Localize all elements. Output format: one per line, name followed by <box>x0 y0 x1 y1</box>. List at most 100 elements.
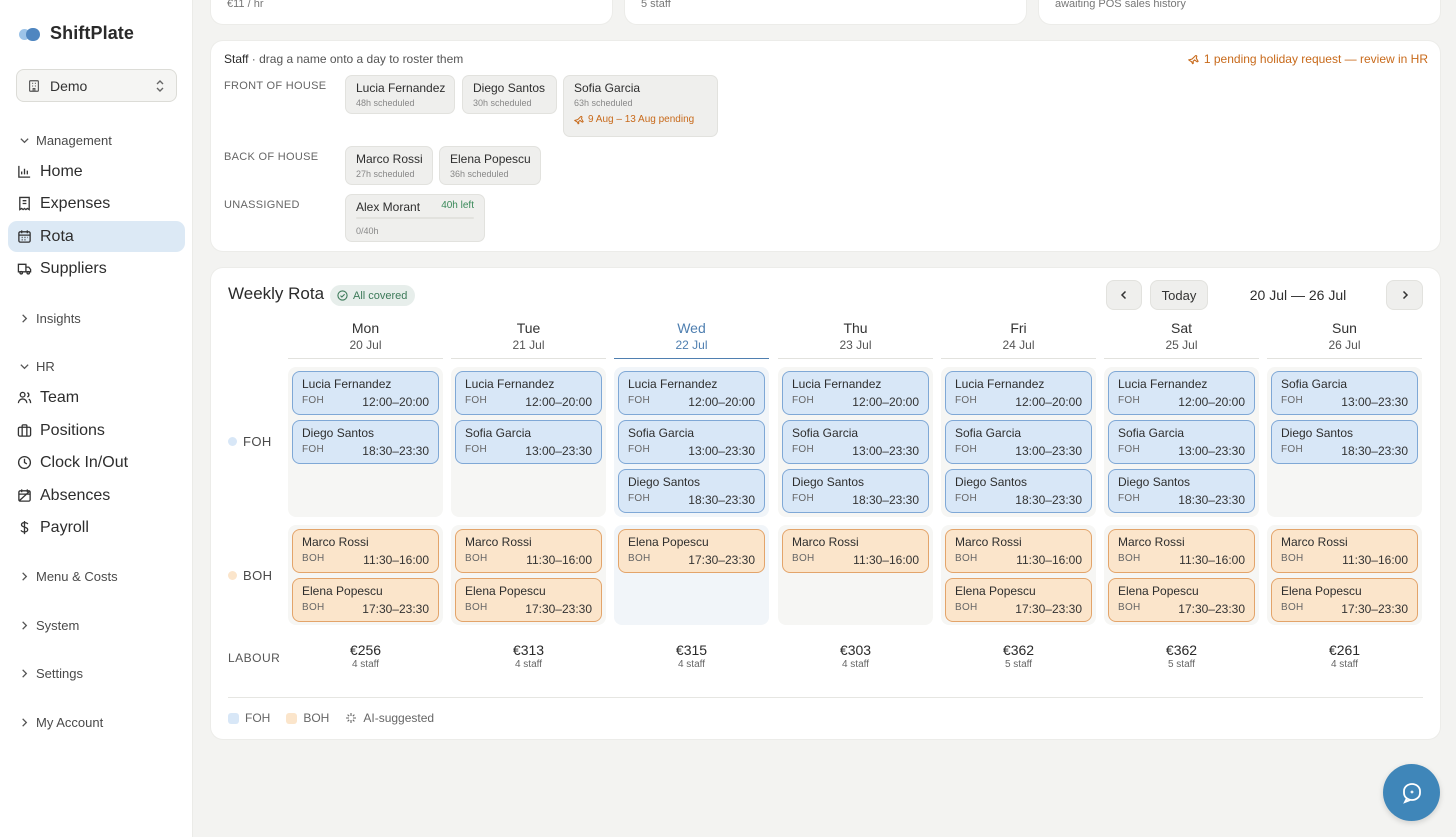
day-header-sat[interactable]: Sat 25 Jul <box>1104 319 1259 359</box>
shift-time: 11:30–16:00 <box>1342 553 1408 567</box>
staff-chip[interactable]: Marco Rossi 27h scheduled <box>345 146 433 185</box>
section-hr[interactable]: HR <box>19 359 55 374</box>
shift-card[interactable]: Diego Santos FOH 18:30–23:30 <box>618 469 765 513</box>
labour-cost-sun: €261 4 staff <box>1267 642 1422 670</box>
section-management[interactable]: Management <box>19 133 112 148</box>
rota-cell-boh-sun[interactable]: Marco Rossi BOH 11:30–16:00 Elena Popescu BO… <box>1267 525 1422 625</box>
shift-card[interactable]: Marco Rossi BOH 11:30–16:00 <box>1108 529 1255 573</box>
shift-time: 18:30–23:30 <box>1015 493 1082 507</box>
shift-time: 18:30–23:30 <box>362 444 429 458</box>
shift-staff-name: Diego Santos <box>1118 475 1191 489</box>
day-name: Wed <box>677 320 706 336</box>
section-system[interactable]: System <box>19 618 79 633</box>
sidebar-item-suppliers[interactable]: Suppliers <box>8 253 185 284</box>
rota-cell-boh-mon[interactable]: Marco Rossi BOH 11:30–16:00 Elena Popescu BO… <box>288 525 443 625</box>
day-header-mon[interactable]: Mon 20 Jul <box>288 319 443 359</box>
shift-card[interactable]: Elena Popescu BOH 17:30–23:30 <box>1271 578 1418 622</box>
day-header-tue[interactable]: Tue 21 Jul <box>451 319 606 359</box>
shift-card[interactable]: Diego Santos FOH 18:30–23:30 <box>945 469 1092 513</box>
sidebar-item-clock-in-out[interactable]: Clock In/Out <box>8 447 185 478</box>
sidebar-item-expenses[interactable]: Expenses <box>8 188 185 219</box>
shift-time: 17:30–23:30 <box>1178 602 1245 616</box>
sidebar-item-positions[interactable]: Positions <box>8 415 185 446</box>
row-label-boh: BOH <box>228 568 272 583</box>
sidebar-item-team[interactable]: Team <box>8 382 185 413</box>
rota-cell-boh-wed[interactable]: Elena Popescu BOH 17:30–23:30 <box>614 525 769 625</box>
staff-name: Marco Rossi <box>356 152 423 166</box>
rota-cell-boh-sat[interactable]: Marco Rossi BOH 11:30–16:00 Elena Popescu BO… <box>1104 525 1259 625</box>
shift-card[interactable]: Lucia Fernandez FOH 12:00–20:00 <box>1108 371 1255 415</box>
day-header-sun[interactable]: Sun 26 Jul <box>1267 319 1422 359</box>
stat-card-forecast: awaiting POS sales history <box>1039 0 1440 24</box>
shift-card[interactable]: Lucia Fernandez FOH 12:00–20:00 <box>782 371 929 415</box>
sidebar-item-rota[interactable]: Rota <box>8 221 185 252</box>
shift-card[interactable]: Marco Rossi BOH 11:30–16:00 <box>945 529 1092 573</box>
shift-card[interactable]: Marco Rossi BOH 11:30–16:00 <box>782 529 929 573</box>
next-week-button[interactable] <box>1386 280 1423 310</box>
rota-cell-foh-wed[interactable]: Lucia Fernandez FOH 12:00–20:00 Sofia Garci… <box>614 367 769 517</box>
shift-card[interactable]: Elena Popescu BOH 17:30–23:30 <box>455 578 602 622</box>
sidebar-item-absences[interactable]: Absences <box>8 480 185 511</box>
rota-cell-boh-tue[interactable]: Marco Rossi BOH 11:30–16:00 Elena Popescu BO… <box>451 525 606 625</box>
shift-card[interactable]: Elena Popescu BOH 17:30–23:30 <box>292 578 439 622</box>
chevron-down-icon <box>20 364 29 370</box>
shift-role-tag: FOH <box>1118 395 1141 406</box>
chevrons-up-down-icon <box>156 79 164 92</box>
shift-card[interactable]: Diego Santos FOH 18:30–23:30 <box>292 420 439 464</box>
shift-time: 12:00–20:00 <box>525 395 592 409</box>
sidebar-item-home[interactable]: Home <box>8 156 185 187</box>
section-menu-costs[interactable]: Menu & Costs <box>19 569 118 584</box>
rota-cell-boh-thu[interactable]: Marco Rossi BOH 11:30–16:00 <box>778 525 933 625</box>
prev-week-button[interactable] <box>1106 280 1142 310</box>
shift-card[interactable]: Sofia Garcia FOH 13:00–23:30 <box>945 420 1092 464</box>
shift-card[interactable]: Marco Rossi BOH 11:30–16:00 <box>455 529 602 573</box>
shift-details: FOH 13:00–23:30 <box>465 444 592 458</box>
shift-staff-name: Sofia Garcia <box>955 426 1022 440</box>
shift-card[interactable]: Diego Santos FOH 18:30–23:30 <box>782 469 929 513</box>
shift-card[interactable]: Sofia Garcia FOH 13:00–23:30 <box>1271 371 1418 415</box>
staff-chip[interactable]: Lucia Fernandez 48h scheduled <box>345 75 455 114</box>
shift-card[interactable]: Lucia Fernandez FOH 12:00–20:00 <box>455 371 602 415</box>
staff-chip[interactable]: Diego Santos 30h scheduled <box>462 75 557 114</box>
section-settings[interactable]: Settings <box>19 666 83 681</box>
shift-card[interactable]: Sofia Garcia FOH 13:00–23:30 <box>782 420 929 464</box>
staff-chip[interactable]: Alex Morant 40h left 0/40h <box>345 194 485 242</box>
shift-time: 13:00–23:30 <box>688 444 755 458</box>
rota-cell-foh-sat[interactable]: Lucia Fernandez FOH 12:00–20:00 Sofia Garci… <box>1104 367 1259 517</box>
rota-cell-foh-fri[interactable]: Lucia Fernandez FOH 12:00–20:00 Sofia Garci… <box>941 367 1096 517</box>
shift-card[interactable]: Lucia Fernandez FOH 12:00–20:00 <box>292 371 439 415</box>
shift-card[interactable]: Sofia Garcia FOH 13:00–23:30 <box>1108 420 1255 464</box>
rota-cell-foh-thu[interactable]: Lucia Fernandez FOH 12:00–20:00 Sofia Garci… <box>778 367 933 517</box>
chevron-right-icon <box>22 572 28 581</box>
staff-chip[interactable]: Elena Popescu 36h scheduled <box>439 146 541 185</box>
shift-card[interactable]: Marco Rossi BOH 11:30–16:00 <box>292 529 439 573</box>
shift-card[interactable]: Diego Santos FOH 18:30–23:30 <box>1108 469 1255 513</box>
section-my-account[interactable]: My Account <box>19 715 103 730</box>
rota-cell-foh-tue[interactable]: Lucia Fernandez FOH 12:00–20:00 Sofia Garci… <box>451 367 606 517</box>
staff-chip[interactable]: Sofia Garcia 63h scheduled 9 Aug – 13 Au… <box>563 75 718 137</box>
calendar-off-icon <box>18 489 31 502</box>
rota-cell-boh-fri[interactable]: Marco Rossi BOH 11:30–16:00 Elena Popescu BO… <box>941 525 1096 625</box>
rota-cell-foh-sun[interactable]: Sofia Garcia FOH 13:00–23:30 Diego Santos FO… <box>1267 367 1422 517</box>
day-header-wed[interactable]: Wed 22 Jul <box>614 319 769 359</box>
shift-card[interactable]: Sofia Garcia FOH 13:00–23:30 <box>455 420 602 464</box>
section-insights[interactable]: Insights <box>19 311 81 326</box>
shift-card[interactable]: Elena Popescu BOH 17:30–23:30 <box>618 529 765 573</box>
pending-holiday-link[interactable]: 1 pending holiday request — review in HR <box>1187 52 1428 66</box>
sidebar-item-payroll[interactable]: Payroll <box>8 512 185 543</box>
shift-card[interactable]: Elena Popescu BOH 17:30–23:30 <box>945 578 1092 622</box>
shift-card[interactable]: Lucia Fernandez FOH 12:00–20:00 <box>945 371 1092 415</box>
sidebar-item-label: Expenses <box>40 194 111 212</box>
brand[interactable]: ShiftPlate <box>19 23 134 44</box>
shift-card[interactable]: Elena Popescu BOH 17:30–23:30 <box>1108 578 1255 622</box>
workspace-switcher[interactable]: Demo <box>16 69 177 102</box>
rota-cell-foh-mon[interactable]: Lucia Fernandez FOH 12:00–20:00 Diego Santo… <box>288 367 443 517</box>
help-chat-button[interactable] <box>1383 764 1440 821</box>
shift-card[interactable]: Lucia Fernandez FOH 12:00–20:00 <box>618 371 765 415</box>
day-header-fri[interactable]: Fri 24 Jul <box>941 319 1096 359</box>
shift-card[interactable]: Diego Santos FOH 18:30–23:30 <box>1271 420 1418 464</box>
shift-card[interactable]: Sofia Garcia FOH 13:00–23:30 <box>618 420 765 464</box>
today-button[interactable]: Today <box>1150 280 1208 310</box>
shift-card[interactable]: Marco Rossi BOH 11:30–16:00 <box>1271 529 1418 573</box>
day-header-thu[interactable]: Thu 23 Jul <box>778 319 933 359</box>
